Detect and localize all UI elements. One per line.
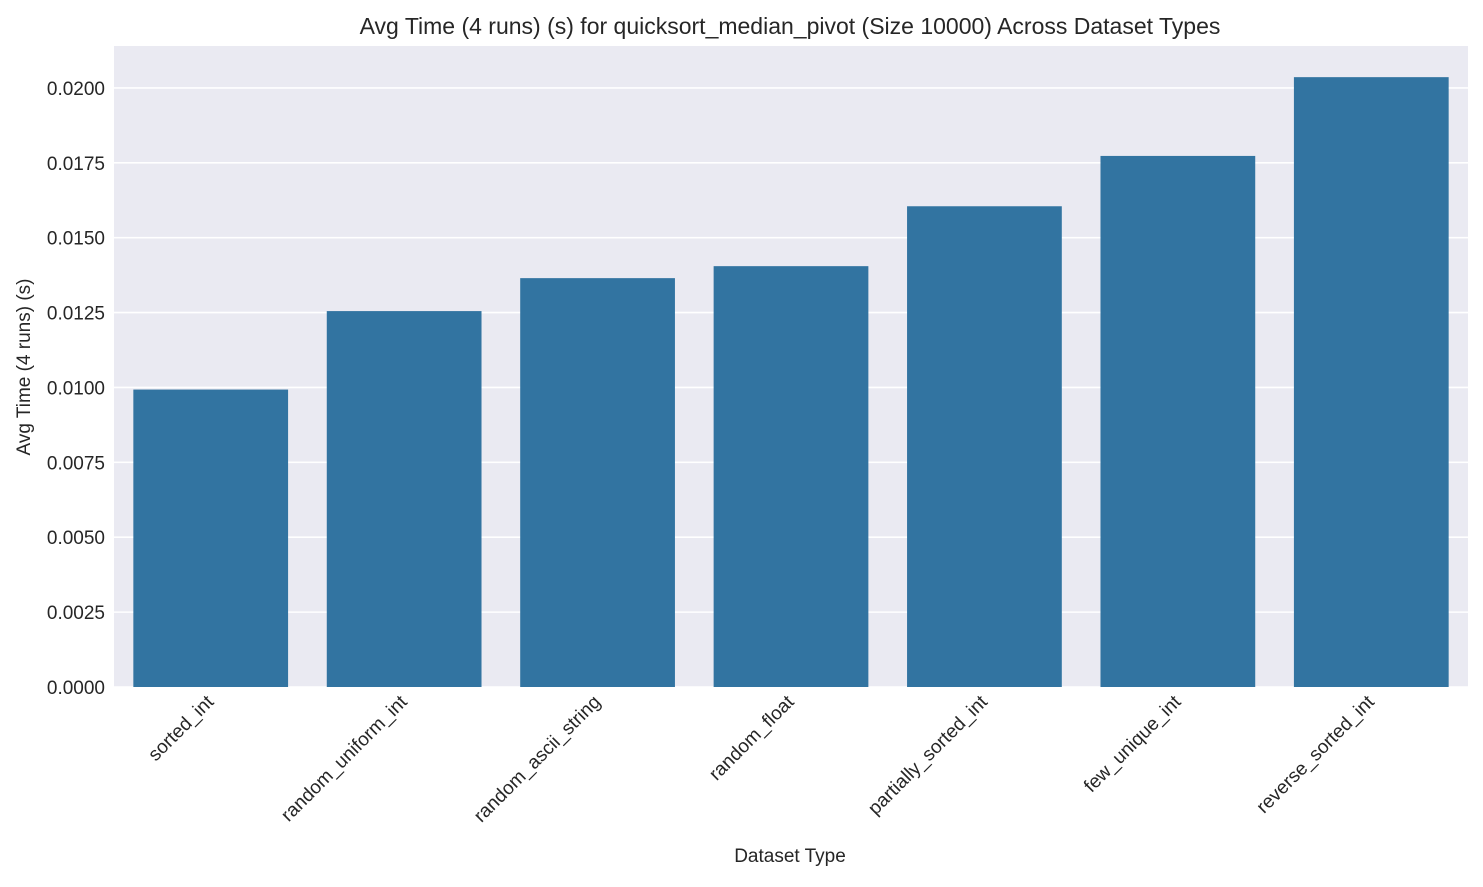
x-tick-label: random_float	[705, 691, 799, 785]
bar-sorted_int	[133, 389, 289, 687]
x-axis-ticks: sorted_int random_uniform_int random_ascii…	[144, 691, 1379, 827]
bar-reverse_sorted_int	[1293, 77, 1449, 687]
y-tick-label: 0.0200	[47, 79, 105, 100]
y-tick-label: 0.0100	[47, 378, 105, 399]
y-tick-label: 0.0175	[47, 154, 105, 175]
y-tick-label: 0.0150	[47, 229, 105, 250]
x-tick-label: random_ascii_string	[470, 692, 605, 827]
chart-title: Avg Time (4 runs) (s) for quicksort_medi…	[360, 13, 1221, 39]
bar-partially_sorted_int	[907, 206, 1062, 687]
y-tick-label: 0.0025	[47, 603, 105, 624]
y-tick-label: 0.0125	[47, 304, 105, 325]
bars	[133, 77, 1449, 688]
y-tick-label: 0.0000	[47, 678, 105, 699]
y-tick-label: 0.0075	[47, 453, 105, 474]
x-tick-label: random_uniform_int	[277, 691, 412, 826]
y-tick-label: 0.0050	[47, 528, 105, 549]
bar-random_float	[713, 266, 869, 687]
y-axis-ticks: 0.0000 0.0025 0.0050 0.0075 0.0100 0.0125 0.01…	[47, 79, 105, 699]
x-axis-label: Dataset Type	[734, 846, 846, 867]
bar-random_ascii_string	[520, 278, 675, 687]
y-axis-label: Avg Time (4 runs) (s)	[14, 278, 35, 455]
x-tick-label: reverse_sorted_int	[1253, 691, 1380, 818]
bar-random_uniform_int	[326, 311, 482, 687]
x-tick-label: partially_sorted_int	[864, 691, 992, 819]
x-tick-label: few_unique_int	[1080, 691, 1186, 797]
bar-few_unique_int	[1100, 155, 1256, 688]
x-tick-label: sorted_int	[144, 691, 218, 765]
